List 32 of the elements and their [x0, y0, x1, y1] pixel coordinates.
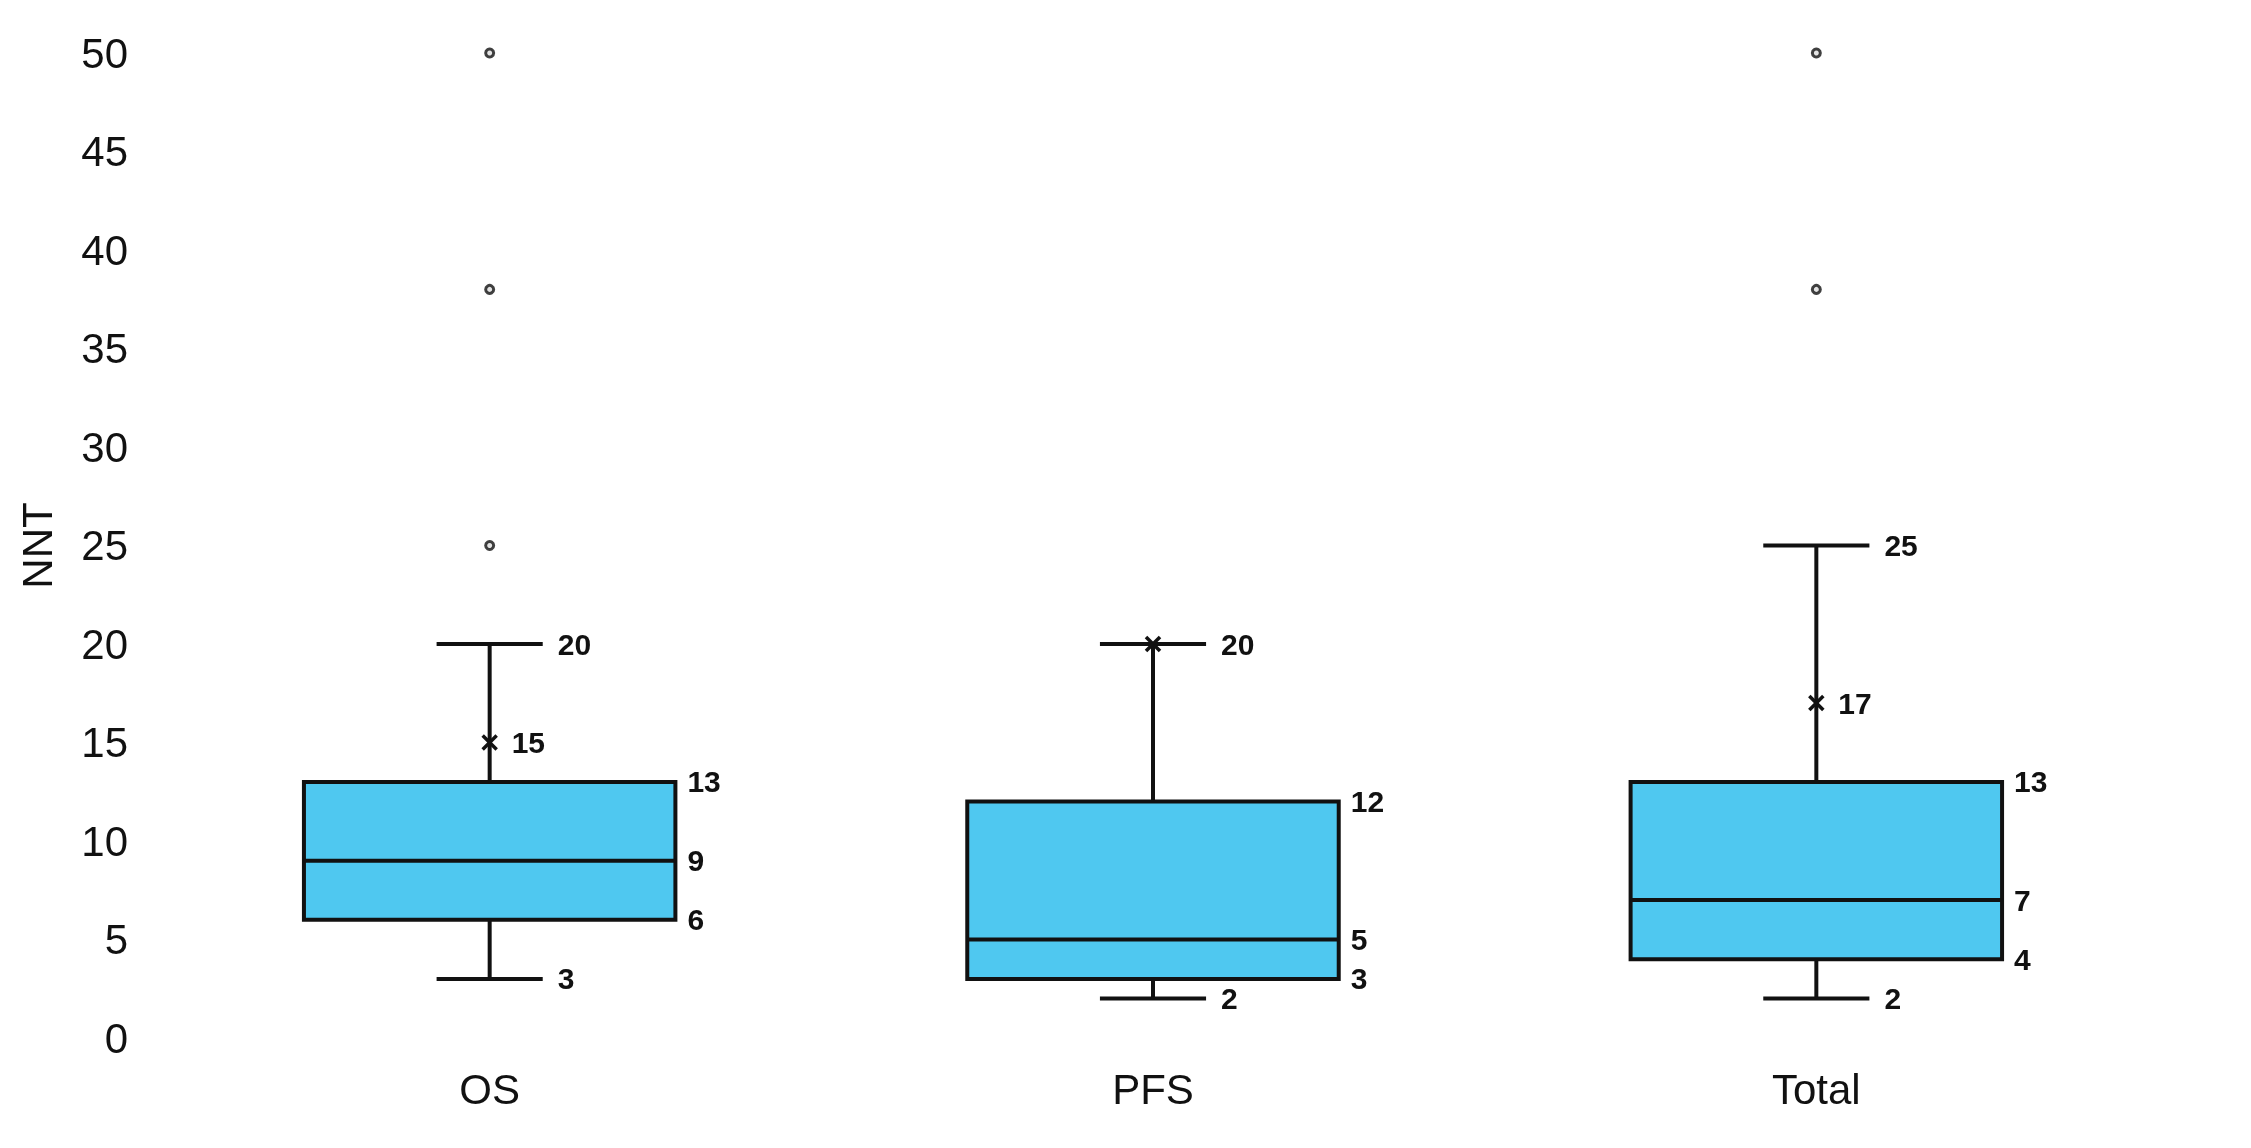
x-tick-label: OS: [459, 1065, 521, 1113]
annotation: 12: [1350, 785, 1385, 819]
y-tick-label: 30: [81, 423, 128, 471]
y-tick-label: 40: [81, 226, 128, 274]
y-tick-label: 5: [104, 916, 128, 963]
annotation: 20: [1221, 627, 1255, 661]
y-tick-label: 35: [81, 325, 128, 372]
annotation: 4: [2014, 942, 2032, 976]
annotation: 5: [1350, 923, 1368, 956]
x-tick-label: PFS: [1112, 1065, 1194, 1113]
y-tick-label: 45: [81, 128, 128, 175]
annotation: 25: [1884, 529, 1918, 562]
y-tick-label: 20: [81, 620, 128, 668]
annotation: 7: [2014, 883, 2031, 917]
annotation: 20: [557, 627, 592, 661]
y-tick-label: 50: [81, 29, 128, 77]
annotation: 17: [1838, 686, 1872, 720]
annotation: 13: [2014, 765, 2048, 799]
y-axis-title: NNT: [13, 502, 61, 589]
y-tick-label: 0: [104, 1014, 128, 1062]
annotation: 3: [557, 962, 575, 996]
annotation: 9: [687, 844, 705, 878]
y-tick-label: 10: [81, 817, 128, 865]
y-tick-label: 15: [81, 719, 128, 766]
annotation: 2: [1221, 982, 1238, 1016]
annotation: 15: [511, 726, 546, 759]
annotation: 2: [1884, 982, 1902, 1016]
annotation: 13: [687, 765, 721, 799]
x-tick-label: Total: [1771, 1065, 1861, 1113]
annotation: 3: [1350, 962, 1368, 996]
y-tick-label: 25: [81, 522, 128, 569]
annotation: 6: [687, 903, 705, 937]
